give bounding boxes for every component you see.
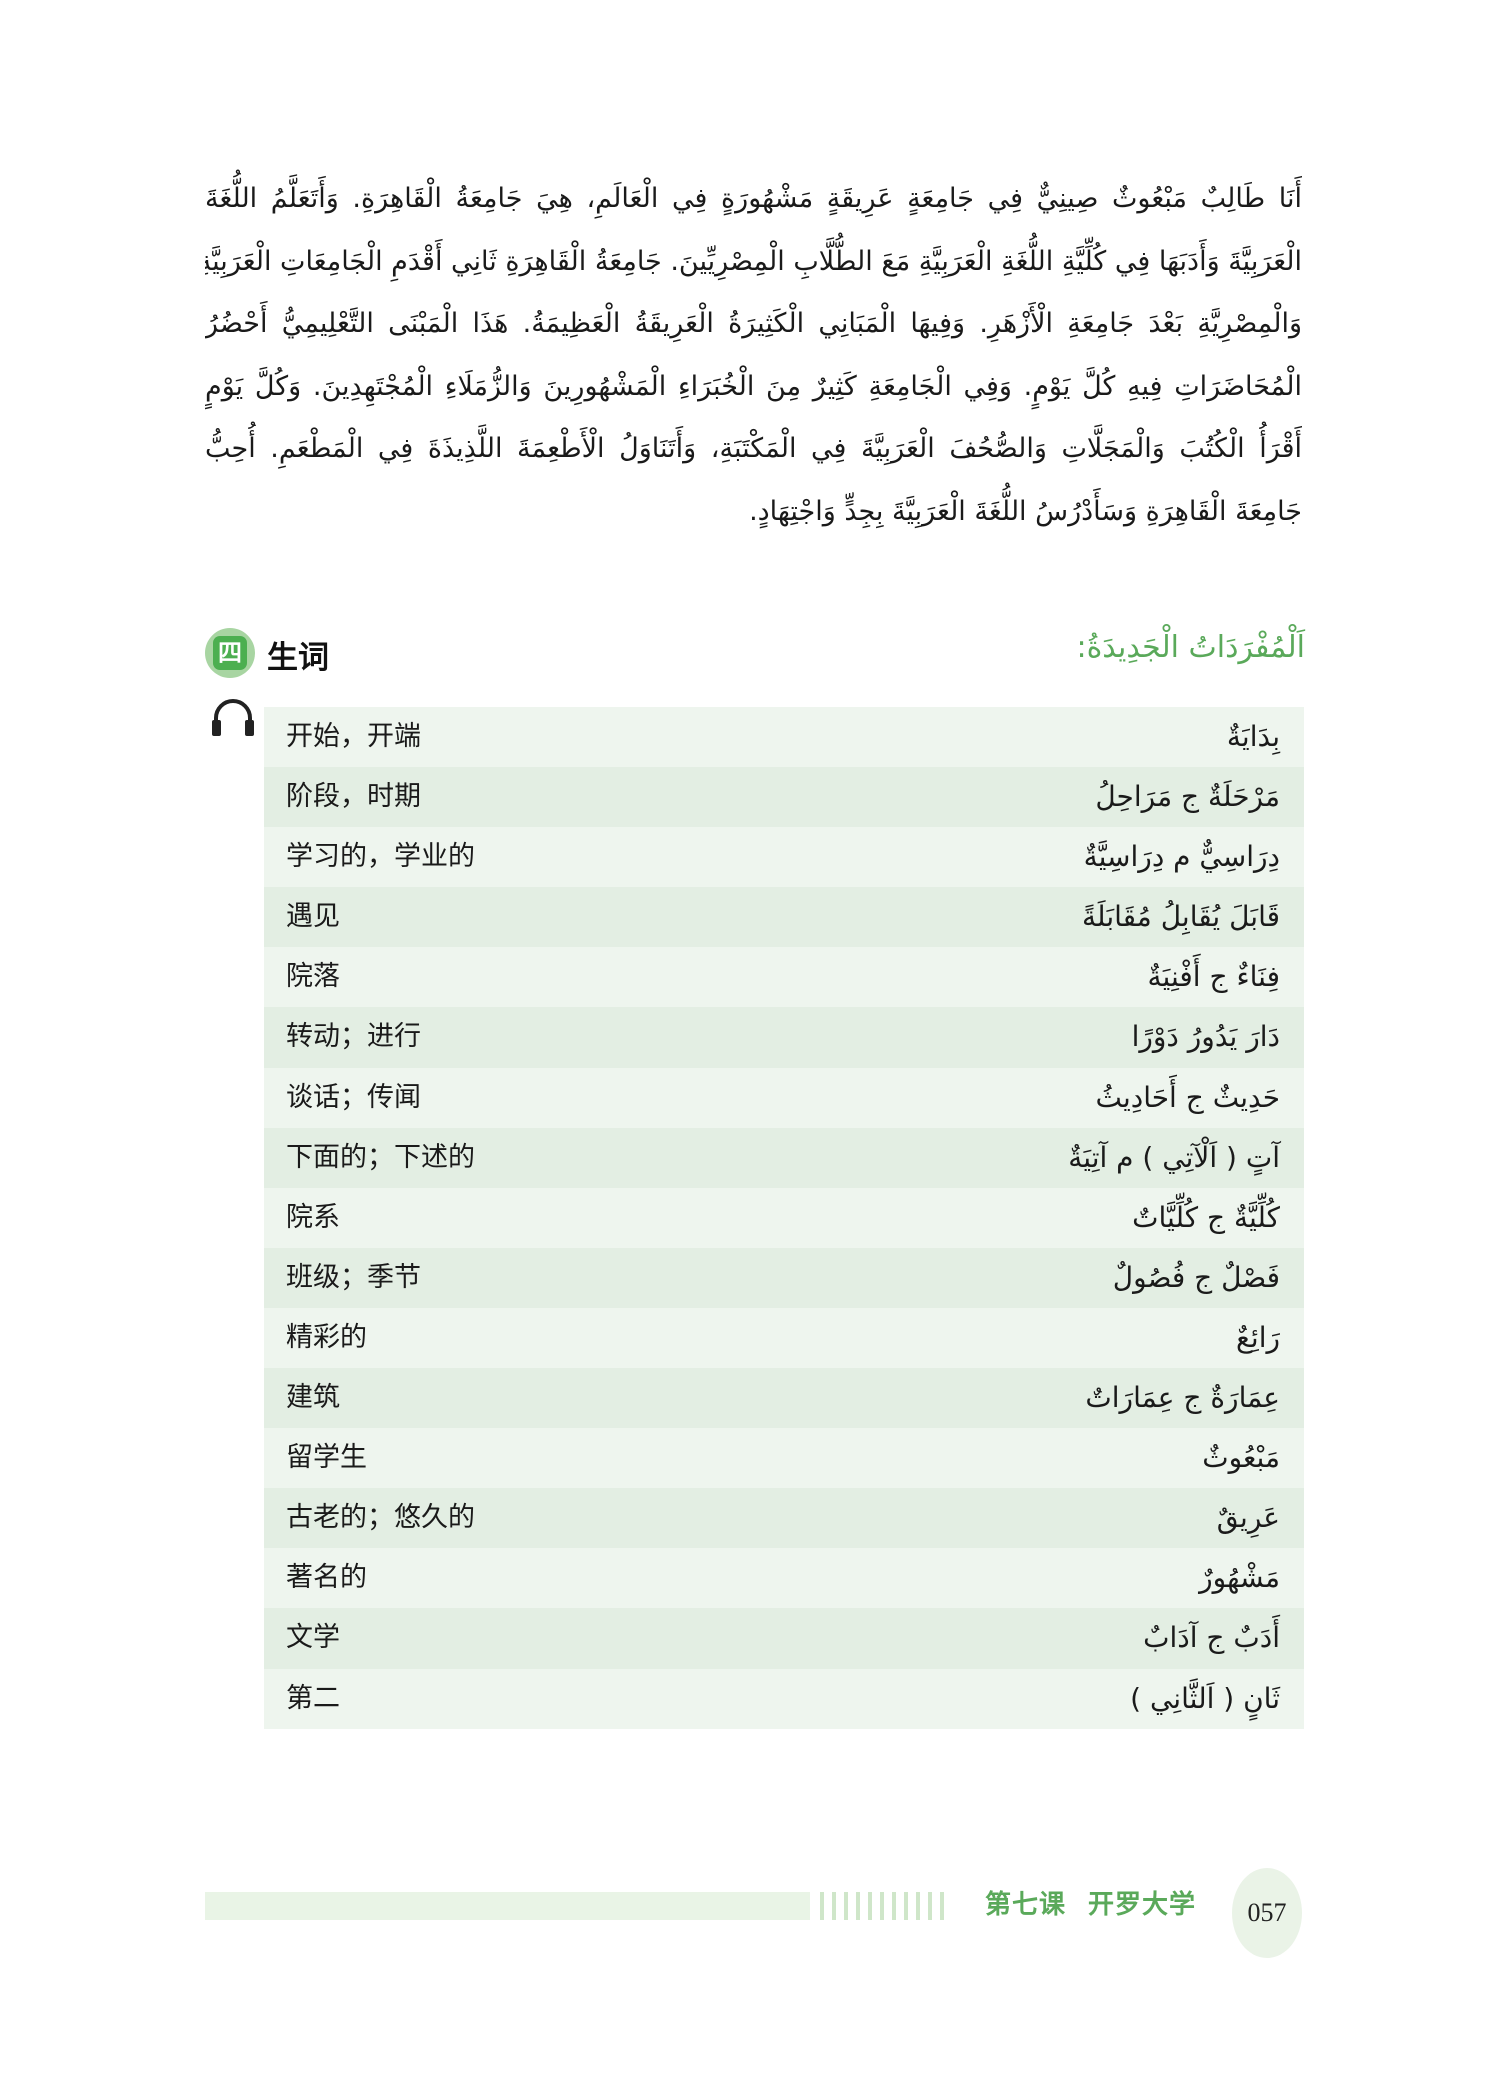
paragraph-line: أَنَا طَالِبٌ مَبْعُوثٌ صِينِيٌّ فِي جَا… [205, 183, 1302, 214]
reading-paragraph: أَنَا طَالِبٌ مَبْعُوثٌ صِينِيٌّ فِي جَا… [205, 168, 1302, 543]
footer-stripes [820, 1892, 950, 1920]
table-row: 阶段，时期 مَرْحَلَةٌ ج مَرَاحِلُ [264, 767, 1304, 828]
vocab-meaning: 院系 [286, 1201, 340, 1233]
vocab-meaning: 古老的；悠久的 [286, 1502, 475, 1534]
vocabulary-table: 开始，开端 بِدَايَةٌ 阶段，时期 مَرْحَلَةٌ ج مَرَاحِل… [264, 707, 1304, 1729]
table-row: 院系 كُلِّيَّةٌ ج كُلِّيَّاتٌ [264, 1187, 1304, 1248]
vocab-meaning: 精彩的 [286, 1321, 367, 1353]
vocab-meaning: 阶段，时期 [286, 781, 421, 813]
table-row: 著名的 مَشْهُورٌ [264, 1548, 1304, 1609]
vocab-word: عِمَارَةٌ ج عِمَارَاتٌ [1085, 1381, 1280, 1415]
footer-lesson: 第七课 开罗大学 [985, 1884, 1218, 1921]
paragraph-line: الْعَرَبِيَّةَ وَأَدَبَهَا فِي كُلِّيَّة… [205, 245, 1302, 277]
vocab-meaning: 建筑 [286, 1382, 340, 1414]
section-number: 四 [213, 636, 247, 670]
section-title-ar: اَلْمُفْرَدَاتُ الْجَدِيدَةُ: [1076, 630, 1305, 665]
paragraph-line: الْمُحَاضَرَاتِ فِيهِ كُلَّ يَوْمٍ. وَفِ… [205, 370, 1302, 402]
vocab-word: دِرَاسِيٌّ م دِرَاسِيَّةٌ [1083, 840, 1280, 874]
lesson-title: 开罗大学 [1088, 1890, 1197, 1920]
vocab-word: مَرْحَلَةٌ ج مَرَاحِلُ [1095, 780, 1280, 814]
vocab-meaning: 第二 [286, 1682, 340, 1714]
paragraph-line: أَقْرَأُ الْكُتُبَ وَالْمَجَلَّاتِ وَالص… [205, 433, 1302, 464]
vocab-word: قَابَلَ يُقَابِلُ مُقَابَلَةً [1082, 900, 1280, 934]
vocab-word: حَدِيثٌ ج أَحَادِيثُ [1095, 1080, 1280, 1114]
table-row: 建筑 عِمَارَةٌ ج عِمَارَاتٌ [264, 1368, 1304, 1429]
table-row: 精彩的 رَائِعٌ [264, 1307, 1304, 1369]
table-row: 班级；季节 فَصْلٌ ج فُصُولٌ [264, 1247, 1304, 1308]
vocab-meaning: 院落 [286, 961, 340, 993]
table-row: 开始，开端 بِدَايَةٌ [264, 707, 1304, 768]
vocab-word: دَارَ يَدُورُ دَوْرًا [1131, 1020, 1280, 1054]
vocab-meaning: 文学 [286, 1622, 340, 1654]
lesson-number: 第七课 [985, 1890, 1067, 1920]
table-row: 遇见 قَابَلَ يُقَابِلُ مُقَابَلَةً [264, 887, 1304, 948]
table-row: 谈话；传闻 حَدِيثٌ ج أَحَادِيثُ [264, 1067, 1304, 1128]
footer-bar [205, 1892, 810, 1920]
vocab-meaning: 遇见 [286, 901, 340, 933]
vocab-word: ثَانٍ ( اَلثَّانِي ) [1130, 1681, 1280, 1715]
vocab-word: رَائِعٌ [1236, 1320, 1280, 1354]
table-row: 转动；进行 دَارَ يَدُورُ دَوْرًا [264, 1007, 1304, 1068]
vocab-word: فِنَاءٌ ج أَفْنِيَةٌ [1147, 960, 1280, 994]
section-number-badge: 四 [205, 628, 255, 678]
vocab-word: كُلِّيَّةٌ ج كُلِّيَّاتٌ [1132, 1200, 1280, 1234]
vocab-meaning: 转动；进行 [286, 1021, 421, 1053]
page-number: 057 [1232, 1868, 1302, 1958]
vocab-meaning: 下面的；下述的 [286, 1141, 475, 1173]
table-row: 古老的；悠久的 عَرِيقٌ [264, 1488, 1304, 1549]
vocab-word: عَرِيقٌ [1216, 1501, 1280, 1535]
vocab-meaning: 学习的，学业的 [286, 841, 475, 873]
table-row: 下面的；下述的 آتٍ ( اَلْآتِي ) م آتِيَةٌ [264, 1127, 1304, 1188]
table-row: 院落 فِنَاءٌ ج أَفْنِيَةٌ [264, 947, 1304, 1008]
vocab-meaning: 谈话；传闻 [286, 1081, 421, 1113]
vocab-word: مَبْعُوثٌ [1202, 1441, 1280, 1475]
table-row: 第二 ثَانٍ ( اَلثَّانِي ) [264, 1668, 1304, 1729]
vocab-word: أَدَبٌ ج آدَابٌ [1143, 1621, 1280, 1655]
vocab-meaning: 留学生 [286, 1442, 367, 1474]
table-row: 文学 أَدَبٌ ج آدَابٌ [264, 1608, 1304, 1669]
vocab-word: آتٍ ( اَلْآتِي ) م آتِيَةٌ [1068, 1140, 1280, 1174]
vocab-meaning: 著名的 [286, 1562, 367, 1594]
vocab-word: مَشْهُورٌ [1199, 1561, 1280, 1595]
vocab-meaning: 开始，开端 [286, 721, 421, 752]
vocabulary-section-header: 四 生词 اَلْمُفْرَدَاتُ الْجَدِيدَةُ: [205, 628, 1305, 688]
vocab-word: فَصْلٌ ج فُصُولٌ [1112, 1260, 1280, 1294]
paragraph-line: وَالْمِصْرِيَّةِ بَعْدَ جَامِعَةِ الْأَز… [205, 308, 1302, 339]
table-row: 留学生 مَبْعُوثٌ [264, 1428, 1304, 1489]
headphones-icon[interactable] [210, 698, 256, 738]
paragraph-line: جَامِعَةَ الْقَاهِرَةِ وَسَأَدْرُسُ اللُ… [749, 495, 1302, 527]
section-title-zh: 生词 [267, 640, 329, 676]
vocab-word: بِدَايَةٌ [1226, 720, 1280, 753]
vocab-meaning: 班级；季节 [286, 1261, 421, 1293]
table-row: 学习的，学业的 دِرَاسِيٌّ م دِرَاسِيَّةٌ [264, 827, 1304, 888]
